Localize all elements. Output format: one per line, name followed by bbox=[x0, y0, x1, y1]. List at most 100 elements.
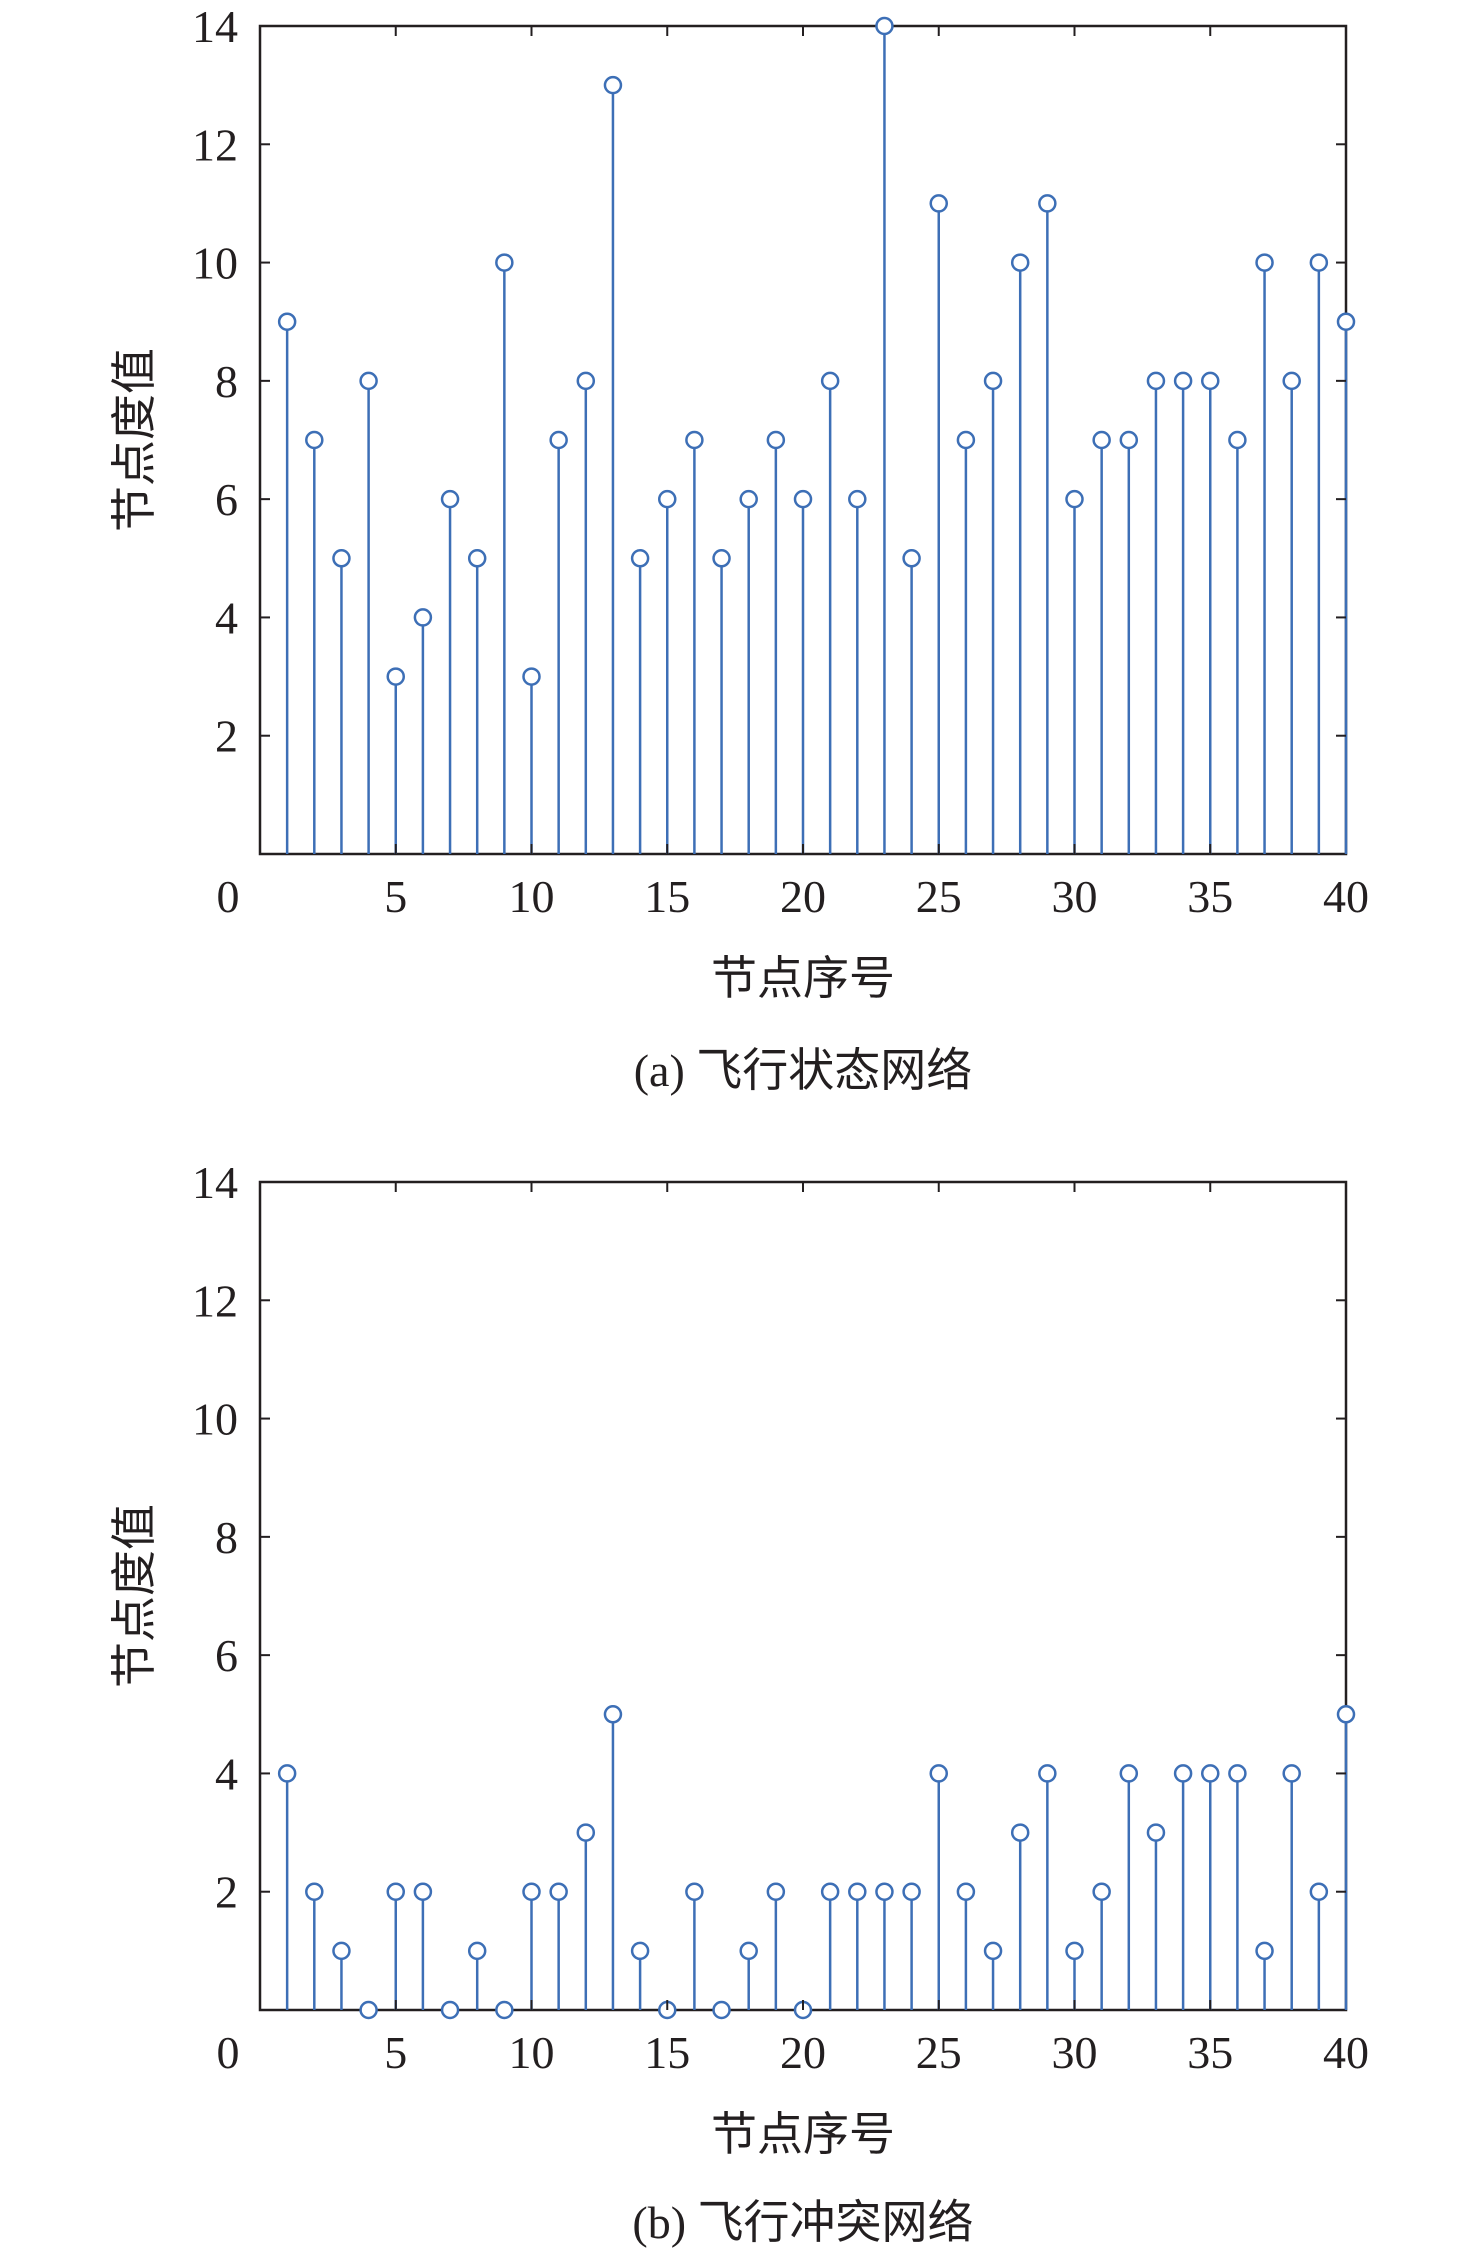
y-tick-label: 12 bbox=[192, 119, 238, 170]
x-tick-label: 30 bbox=[1052, 871, 1098, 922]
y-tick-labels-a: 2 4 6 8 10 12 14 bbox=[192, 1, 1346, 762]
x-axis-label-a: 节点序号 bbox=[711, 953, 895, 1004]
stem-marker bbox=[576, 371, 596, 391]
stem-marker bbox=[576, 1823, 596, 1842]
x-tick-label: 25 bbox=[916, 2027, 962, 2078]
stem-marker bbox=[1173, 371, 1193, 391]
caption-a: (a) 飞行状态网络 bbox=[634, 1045, 973, 1096]
stem-marker bbox=[1119, 430, 1139, 450]
x-tick-label: 35 bbox=[1187, 2027, 1233, 2078]
stem-marker bbox=[875, 16, 894, 36]
y-tick-labels-b: 2 4 6 8 10 12 14 bbox=[192, 1157, 1346, 1918]
stem-marker bbox=[739, 489, 758, 509]
stem-marker bbox=[277, 312, 297, 331]
stem-marker bbox=[1336, 1705, 1356, 1724]
stem-marker bbox=[712, 549, 731, 568]
stem-marker bbox=[712, 2000, 731, 2020]
x-tick-label: 20 bbox=[780, 2027, 826, 2078]
stem-marker bbox=[983, 371, 1003, 391]
stem-marker bbox=[875, 1882, 894, 1901]
y-tick-label: 14 bbox=[192, 1, 238, 52]
stem-marker bbox=[1282, 1764, 1301, 1783]
stem-marker bbox=[1309, 253, 1329, 272]
y-axis-label-b: 节点度值 bbox=[109, 1504, 160, 1688]
stem-marker bbox=[386, 1882, 405, 1901]
stem-marker bbox=[766, 1882, 786, 1901]
stem-marker bbox=[305, 430, 324, 450]
stem-marker bbox=[739, 1941, 758, 1961]
stem-marker bbox=[359, 2000, 378, 2020]
stem-marker bbox=[1010, 1823, 1030, 1842]
stem-marker bbox=[1038, 1764, 1057, 1783]
stem-marker bbox=[522, 1882, 541, 1901]
stem-marker bbox=[848, 1882, 867, 1901]
stem-marker bbox=[630, 549, 650, 568]
stem-marker bbox=[793, 489, 813, 509]
x-tick-label: 10 bbox=[509, 2027, 555, 2078]
y-tick-label: 10 bbox=[192, 238, 238, 289]
stem-marker bbox=[1146, 1823, 1166, 1842]
y-tick-label: 4 bbox=[215, 592, 238, 643]
stem-marker bbox=[1255, 253, 1274, 272]
y-tick-label: 8 bbox=[215, 1512, 238, 1563]
stem-marker bbox=[495, 2000, 514, 2020]
stem-marker bbox=[522, 667, 541, 686]
stem-marker bbox=[1201, 1764, 1220, 1783]
stem-marker bbox=[658, 489, 677, 509]
x-tick-label: 40 bbox=[1323, 2027, 1369, 2078]
stem-marker bbox=[603, 1705, 623, 1724]
x-tick-label: 5 bbox=[384, 871, 407, 922]
stem-marker bbox=[685, 430, 704, 450]
x-tick-labels-a: 0 5 10 15 20 25 30 35 40 bbox=[217, 26, 1369, 922]
stem-marker bbox=[685, 1882, 704, 1901]
stem-marker bbox=[467, 1941, 487, 1961]
stem-marker bbox=[440, 489, 460, 509]
stem-marker bbox=[1201, 371, 1220, 391]
y-tick-label: 8 bbox=[215, 356, 238, 407]
stem-marker bbox=[1065, 489, 1084, 509]
x-tick-label: 5 bbox=[384, 2027, 407, 2078]
stem-marker bbox=[1255, 1941, 1274, 1961]
stem-marker bbox=[1038, 194, 1057, 213]
stem-marker bbox=[1336, 312, 1356, 331]
x-tick-label: 40 bbox=[1323, 871, 1369, 922]
stem-marker bbox=[956, 430, 976, 450]
stem-marker bbox=[630, 1941, 650, 1961]
panel-a: 0 5 10 15 20 25 30 35 40 2 4 6 8 10 12 14 节点序号 节点度值 (a… bbox=[109, 1, 1369, 1096]
stem-marker bbox=[1065, 1941, 1084, 1961]
y-tick-label: 6 bbox=[215, 474, 238, 525]
stem-marker bbox=[1228, 430, 1247, 450]
y-axis-label-a: 节点度值 bbox=[109, 348, 160, 532]
stem-marker bbox=[413, 608, 433, 627]
stem-marker bbox=[956, 1882, 976, 1901]
stem-marker bbox=[467, 549, 487, 568]
x-tick-label: 15 bbox=[644, 871, 690, 922]
y-tick-label: 2 bbox=[215, 1867, 238, 1918]
stem-marker bbox=[549, 430, 568, 450]
panel-b: 0 5 10 15 20 25 30 35 40 2 4 6 8 10 12 14 节点序号 节点度值 (b… bbox=[109, 1157, 1369, 2248]
x-tick-label: 35 bbox=[1187, 871, 1233, 922]
stem-marker bbox=[603, 75, 623, 95]
stem-marker bbox=[305, 1882, 324, 1901]
x-tick-label: 30 bbox=[1052, 2027, 1098, 2078]
stem-marker bbox=[1146, 371, 1166, 391]
stem-marker bbox=[983, 1941, 1003, 1961]
y-tick-label: 6 bbox=[215, 1630, 238, 1681]
y-tick-label: 12 bbox=[192, 1275, 238, 1326]
stem-marker bbox=[1119, 1764, 1139, 1783]
stem-marker bbox=[848, 489, 867, 509]
x-tick-label: 10 bbox=[509, 871, 555, 922]
stem-marker bbox=[386, 667, 405, 686]
x-tick-label: 20 bbox=[780, 871, 826, 922]
stem-marker bbox=[1173, 1764, 1193, 1783]
x-tick-label: 0 bbox=[217, 2027, 240, 2078]
stem-marker bbox=[820, 371, 840, 391]
x-tick-labels-b: 0 5 10 15 20 25 30 35 40 bbox=[217, 1182, 1369, 2078]
y-tick-label: 2 bbox=[215, 711, 238, 762]
stem-marker bbox=[1092, 430, 1111, 450]
stem-marker bbox=[1282, 371, 1301, 391]
stem-marker bbox=[413, 1882, 433, 1901]
stem-series-b bbox=[277, 1705, 1356, 2020]
stem-marker bbox=[902, 1882, 921, 1901]
